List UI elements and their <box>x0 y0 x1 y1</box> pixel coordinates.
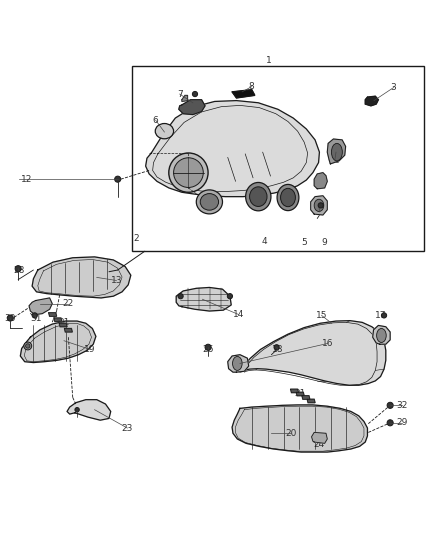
Text: 13: 13 <box>111 276 122 285</box>
Polygon shape <box>32 257 131 298</box>
Polygon shape <box>49 313 57 316</box>
Text: 14: 14 <box>233 310 244 319</box>
Ellipse shape <box>32 313 37 318</box>
Ellipse shape <box>205 344 211 350</box>
Text: 1: 1 <box>266 56 272 65</box>
Polygon shape <box>146 101 319 197</box>
Ellipse shape <box>24 342 32 350</box>
Ellipse shape <box>7 315 13 321</box>
Text: 3: 3 <box>391 83 396 92</box>
Text: 8: 8 <box>249 82 254 91</box>
Polygon shape <box>296 392 304 395</box>
Text: 23: 23 <box>122 424 133 433</box>
Text: 17: 17 <box>375 311 386 320</box>
Text: 6: 6 <box>153 116 159 125</box>
Text: 31: 31 <box>31 314 42 324</box>
Text: 29: 29 <box>397 418 408 427</box>
Polygon shape <box>29 298 52 314</box>
Ellipse shape <box>387 420 393 426</box>
Polygon shape <box>365 96 378 106</box>
Text: 30: 30 <box>4 314 16 324</box>
Ellipse shape <box>155 124 173 139</box>
Ellipse shape <box>25 344 30 348</box>
Polygon shape <box>176 287 231 311</box>
Ellipse shape <box>274 345 279 350</box>
Ellipse shape <box>387 402 393 408</box>
Ellipse shape <box>15 265 21 272</box>
Polygon shape <box>182 95 187 101</box>
Text: 18: 18 <box>272 345 284 354</box>
Ellipse shape <box>200 193 219 210</box>
Ellipse shape <box>196 190 223 214</box>
Ellipse shape <box>318 203 323 208</box>
Polygon shape <box>59 323 67 327</box>
Text: 4: 4 <box>262 237 268 246</box>
Text: 32: 32 <box>397 401 408 410</box>
Polygon shape <box>64 328 72 332</box>
Polygon shape <box>228 354 249 372</box>
Text: 15: 15 <box>316 311 327 320</box>
Ellipse shape <box>178 294 183 299</box>
Text: 21: 21 <box>58 318 70 327</box>
Ellipse shape <box>233 357 242 370</box>
Polygon shape <box>302 395 310 399</box>
Polygon shape <box>314 173 327 189</box>
Ellipse shape <box>75 408 79 412</box>
Ellipse shape <box>115 176 121 182</box>
Text: 24: 24 <box>314 440 325 449</box>
Text: 20: 20 <box>285 429 297 438</box>
Polygon shape <box>232 405 367 452</box>
Polygon shape <box>290 389 298 393</box>
Text: 16: 16 <box>322 339 334 348</box>
Text: 28: 28 <box>13 266 25 276</box>
Ellipse shape <box>277 184 299 211</box>
Polygon shape <box>311 432 327 443</box>
Polygon shape <box>239 321 386 385</box>
Ellipse shape <box>332 143 343 161</box>
Ellipse shape <box>381 313 387 318</box>
Polygon shape <box>373 326 390 344</box>
Text: 10: 10 <box>314 207 325 216</box>
Polygon shape <box>54 318 62 321</box>
Polygon shape <box>327 139 346 164</box>
Ellipse shape <box>250 187 267 206</box>
Text: 26: 26 <box>202 345 214 354</box>
Ellipse shape <box>173 158 203 188</box>
Ellipse shape <box>169 153 208 192</box>
Ellipse shape <box>246 182 271 211</box>
Text: 22: 22 <box>63 299 74 308</box>
Text: 9: 9 <box>321 238 327 247</box>
Ellipse shape <box>227 294 233 299</box>
Text: 11: 11 <box>329 156 340 165</box>
Text: 2: 2 <box>133 233 139 243</box>
Ellipse shape <box>281 188 295 207</box>
Ellipse shape <box>192 92 198 96</box>
Bar <box>132 66 424 251</box>
Polygon shape <box>67 400 111 420</box>
Ellipse shape <box>377 328 386 343</box>
Polygon shape <box>20 321 96 362</box>
Polygon shape <box>232 90 255 98</box>
Text: 21: 21 <box>294 389 305 398</box>
Text: 7: 7 <box>177 90 183 99</box>
Text: 5: 5 <box>301 238 307 247</box>
Polygon shape <box>311 196 327 215</box>
Polygon shape <box>307 399 315 403</box>
Text: 19: 19 <box>85 345 96 354</box>
Polygon shape <box>179 100 205 115</box>
Text: 12: 12 <box>21 175 32 184</box>
Ellipse shape <box>314 199 324 212</box>
